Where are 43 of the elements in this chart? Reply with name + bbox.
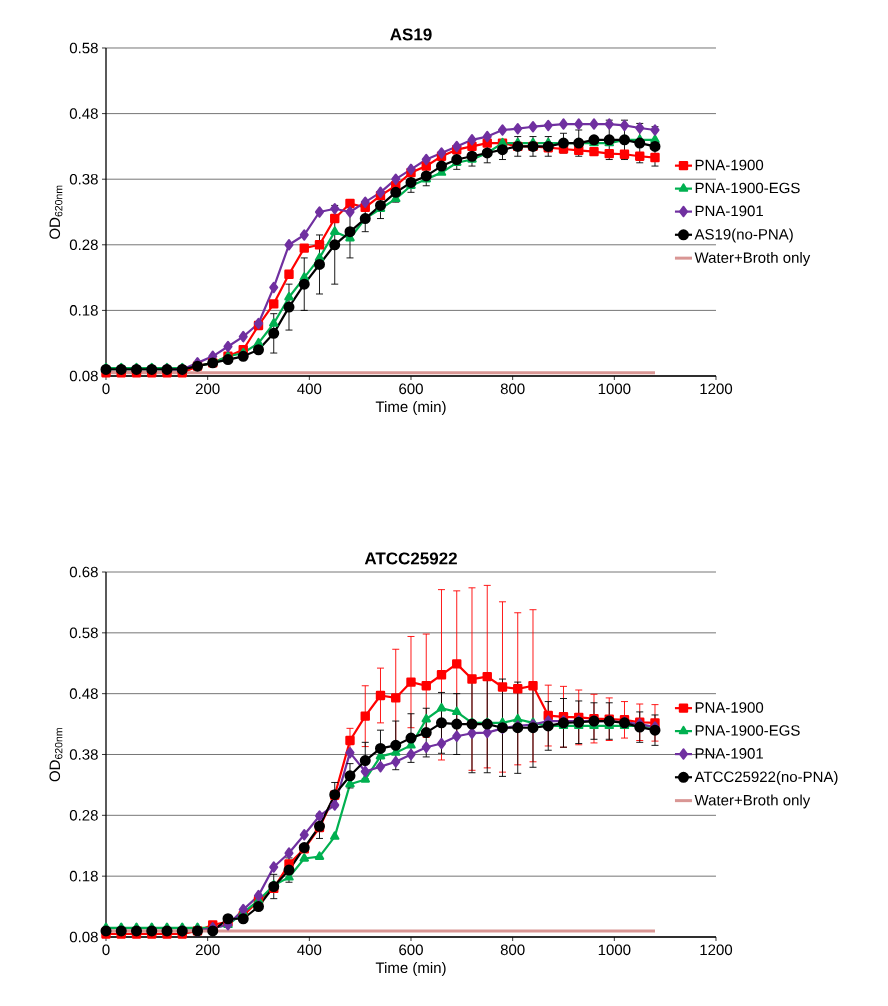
legend-label: Water+Broth only xyxy=(694,794,811,809)
legend-label: AS19(no-PNA) xyxy=(694,228,793,243)
legend-label: PNA-1900-EGS xyxy=(695,182,800,194)
x-tick-label: 800 xyxy=(500,944,525,956)
y-tick-label: 0.48 xyxy=(69,108,98,119)
x-tick-label: 1200 xyxy=(700,383,733,395)
y-tick-label: 0.28 xyxy=(69,239,98,251)
x-tick-label: 200 xyxy=(195,383,220,395)
y-axis-title: OD$_{620nm}$ xyxy=(49,728,63,782)
legend-label: PNA-1901 xyxy=(695,748,763,759)
x-tick-label: 1000 xyxy=(598,383,631,395)
legend-label: Water+Broth only xyxy=(694,251,811,266)
legend-label: ATCC25922(no-PNA) xyxy=(694,771,838,786)
legend-label: PNA-1901 xyxy=(695,205,763,217)
y-tick-label: 0.58 xyxy=(69,42,98,54)
y-axis-title: OD$_{620nm}$ xyxy=(49,185,63,239)
y-tick-label: 0.18 xyxy=(69,870,98,882)
legend-label: PNA-1900 xyxy=(695,159,764,171)
y-tick-label: 0.28 xyxy=(69,810,98,821)
y-tick-label: 0.38 xyxy=(69,173,98,185)
legend-label: PNA-1900-EGS xyxy=(695,725,800,736)
x-axis-title: Time (min) xyxy=(375,401,446,415)
y-tick-label: 0.68 xyxy=(69,566,98,578)
x-tick-label: 600 xyxy=(399,383,423,395)
x-tick-label: 1000 xyxy=(598,944,631,956)
x-tick-label: 600 xyxy=(399,944,423,956)
legend-label: PNA-1900 xyxy=(695,702,764,713)
y-tick-label: 0.58 xyxy=(69,627,98,639)
x-tick-label: 0 xyxy=(102,383,110,395)
y-tick-label: 0.48 xyxy=(69,688,98,699)
y-tick-label: 0.08 xyxy=(69,931,98,943)
x-axis-title: Time (min) xyxy=(375,962,446,976)
chart-title: ATCC25922 xyxy=(364,552,457,565)
chart-title: AS19 xyxy=(390,28,432,41)
x-tick-label: 1200 xyxy=(700,944,733,956)
x-tick-label: 400 xyxy=(297,383,322,395)
x-tick-label: 400 xyxy=(297,944,322,956)
x-tick-label: 200 xyxy=(195,944,220,956)
x-tick-label: 0 xyxy=(102,944,110,956)
y-tick-label: 0.38 xyxy=(69,749,98,760)
x-tick-label: 800 xyxy=(500,383,525,395)
y-tick-label: 0.08 xyxy=(69,370,98,382)
y-tick-label: 0.18 xyxy=(69,305,98,316)
